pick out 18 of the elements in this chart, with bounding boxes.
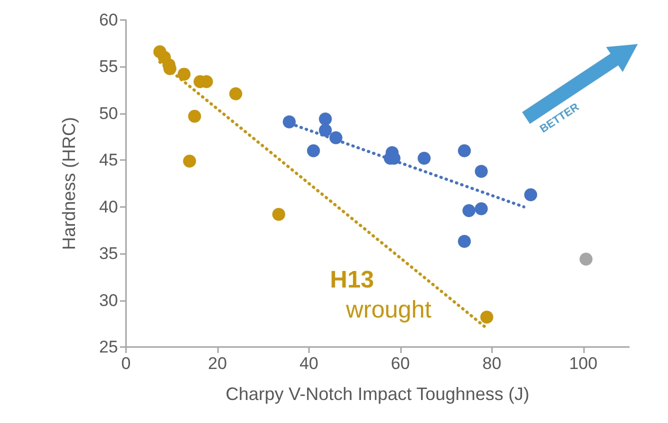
y-tick-label: 50 [99,104,118,123]
x-tick-label: 40 [299,354,318,373]
annotation: H13 [330,266,374,294]
y-tick-label: 30 [99,290,118,310]
y-tick-label: 55 [99,57,118,76]
annotation: wrought [345,296,432,324]
x-tick-label: 80 [482,354,502,373]
y-tick-label: 25 [99,338,118,356]
x-axis-title: Charpy V-Notch Impact Toughness (J) [226,384,530,404]
x-tick-label: 100 [569,354,598,373]
y-axis-title: Hardness (HRC) [59,116,79,250]
x-tick-label: 60 [390,354,410,373]
y-tick-label: 60 [99,10,118,30]
y-tick-label: 40 [99,197,118,216]
x-tick-label: 20 [208,354,227,373]
y-tick-label: 35 [99,244,118,264]
y-tick-label: 45 [99,150,118,170]
x-tick-label: 0 [121,354,131,373]
